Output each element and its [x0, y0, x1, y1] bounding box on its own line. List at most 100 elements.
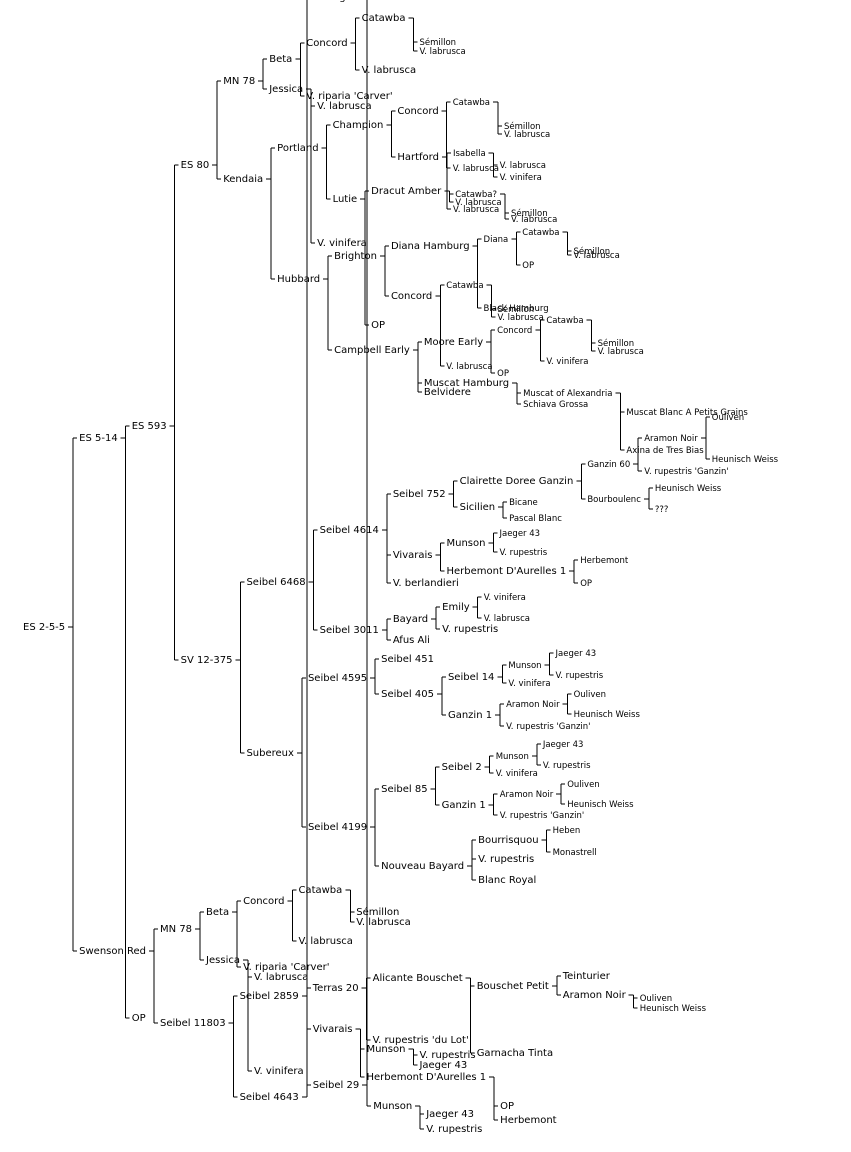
node-v-rupestris: V. rupestris [442, 624, 498, 635]
node-subereux: Subereux [246, 748, 294, 759]
node-concord: Concord [497, 326, 532, 336]
node-seibel-4199: Seibel 4199 [308, 822, 367, 833]
node-seibel-14: Seibel 14 [448, 672, 494, 683]
node-bouschet-petit: Bouschet Petit [477, 981, 549, 992]
node-s-millon: Sémillon [356, 906, 399, 918]
node-v-riparia-carver: V. riparia 'Carver' [243, 962, 329, 973]
node-v-rupestris: V. rupestris [478, 854, 534, 865]
node-v-labrusca: V. labrusca [500, 161, 546, 171]
node-es-80: ES 80 [181, 160, 210, 171]
node-seibel-4595: Seibel 4595 [308, 673, 367, 684]
node-op: OP [500, 1101, 514, 1112]
node-v-rupestris: V. rupestris [419, 1050, 475, 1061]
node-ouliven: Ouliven [640, 994, 672, 1004]
node-v-labrusca: V. labrusca [254, 972, 308, 983]
node-moore-early: Moore Early [424, 337, 483, 348]
node-bayard: Bayard [393, 614, 428, 625]
node-catawba: Catawba [546, 316, 583, 326]
node-ouliven: Ouliven [712, 413, 744, 423]
node-catawba: Catawba? [455, 190, 497, 200]
node-mn-78: MN 78 [160, 924, 192, 935]
node-belvidere: Belvidere [424, 387, 471, 398]
node-herbemont-d-aurelles-1: Herbemont D'Aurelles 1 [447, 566, 567, 577]
node-ganzin-60: Ganzin 60 [587, 460, 630, 470]
node-swenson-red: Swenson Red [79, 946, 146, 957]
node-v-rupestris: V. rupestris [499, 548, 547, 558]
node-herbemont: Herbemont [580, 556, 629, 566]
node-op: OP [497, 369, 509, 379]
node-heunisch-weiss: Heunisch Weiss [712, 455, 779, 465]
node-ouliven: Ouliven [574, 690, 606, 700]
node-axina-de-tres-bias: Axina de Tres Bias [626, 446, 704, 456]
node-kendaia: Kendaia [223, 174, 263, 185]
node-v-rupestris-du-lot: V. rupestris 'du Lot' [373, 1035, 469, 1046]
node-catawba: Catawba [446, 281, 483, 291]
node-v-labrusca: V. labrusca [455, 198, 501, 208]
node-v-labrusca: V. labrusca [574, 251, 620, 261]
node-sv-12-375: SV 12-375 [181, 655, 233, 666]
node-seibel-405: Seibel 405 [381, 689, 434, 700]
node-jessica: Jessica [268, 84, 303, 95]
node-heunisch-weiss: Heunisch Weiss [640, 1004, 707, 1014]
node-dracut-amber: Dracut Amber [371, 186, 442, 197]
node-s-millon: Sémillon [598, 338, 635, 349]
node-v-labrusca: V. labrusca [453, 205, 499, 215]
node-concord: Concord [243, 896, 284, 907]
node-op: OP [371, 320, 385, 331]
node-s-millon: Sémillon [419, 37, 456, 48]
node-v-labrusca: V. labrusca [362, 65, 416, 76]
node-catawba: Catawba [453, 98, 490, 108]
node-seibel-3011: Seibel 3011 [320, 625, 379, 636]
node-champion: Champion [333, 120, 384, 131]
node-alicante-bouschet: Alicante Bouschet [373, 973, 463, 984]
node-s-millon: Sémillon [511, 208, 548, 219]
node-v-vinifera: V. vinifera [496, 769, 538, 779]
node-es-2-5-5: ES 2-5-5 [23, 622, 65, 633]
node-campbell-early: Campbell Early [334, 345, 410, 356]
node-danugue: Danugue [313, 0, 358, 3]
node-jaeger-43: Jaeger 43 [418, 1060, 467, 1071]
node-garnacha-tinta: Garnacha Tinta [477, 1048, 553, 1059]
node-monastrell: Monastrell [553, 848, 597, 858]
node-diana-hamburg: Diana Hamburg [391, 241, 470, 252]
node-emily: Emily [442, 602, 470, 613]
node-v-labrusca: V. labrusca [504, 130, 550, 140]
node-bicane: Bicane [509, 498, 538, 508]
node-muscat-blanc-a-petits-grains: Muscat Blanc A Petits Grains [626, 408, 748, 418]
node-vivarais: Vivarais [393, 550, 433, 561]
node-blanc-royal: Blanc Royal [478, 875, 536, 886]
node-: ??? [655, 505, 669, 515]
node-op: OP [580, 579, 592, 589]
node-v-berlandieri: V. berlandieri [393, 578, 459, 589]
node-v-labrusca: V. labrusca [498, 313, 544, 323]
node-s-millon: Sémillon [504, 121, 541, 132]
node-jessica: Jessica [205, 955, 240, 966]
node-v-riparia-carver: V. riparia 'Carver' [306, 91, 392, 102]
node-es-5-14: ES 5-14 [79, 433, 118, 444]
node-seibel-6468: Seibel 6468 [246, 577, 305, 588]
node-teinturier: Teinturier [562, 971, 611, 982]
node-v-vinifera: V. vinifera [317, 238, 367, 249]
node-concord: Concord [391, 291, 432, 302]
node-v-vinifera: V. vinifera [546, 357, 588, 367]
node-seibel-11803: Seibel 11803 [160, 1018, 226, 1029]
node-ouliven: Ouliven [567, 780, 599, 790]
node-catawba: Catawba [298, 885, 342, 896]
node-muscat-hamburg: Muscat Hamburg [424, 378, 509, 389]
node-v-labrusca: V. labrusca [317, 101, 371, 112]
node-v-labrusca: V. labrusca [446, 362, 492, 372]
node-seibel-4643: Seibel 4643 [240, 1092, 299, 1103]
node-jaeger-43: Jaeger 43 [555, 649, 597, 659]
node-aramon-noir: Aramon Noir [563, 990, 627, 1001]
node-v-rupestris-ganzin: V. rupestris 'Ganzin' [506, 722, 590, 732]
node-v-labrusca: V. labrusca [453, 164, 499, 174]
node-beta: Beta [269, 54, 292, 65]
node-munson: Munson [447, 538, 486, 549]
node-clairette-doree-ganzin: Clairette Doree Ganzin [460, 476, 574, 487]
node-aramon-noir: Aramon Noir [506, 700, 560, 710]
node-muscat-of-alexandria: Muscat of Alexandria [523, 389, 612, 399]
node-v-labrusca: V. labrusca [298, 936, 352, 947]
node-schiava-grossa: Schiava Grossa [523, 400, 588, 410]
node-v-rupestris: V. rupestris [543, 761, 591, 771]
